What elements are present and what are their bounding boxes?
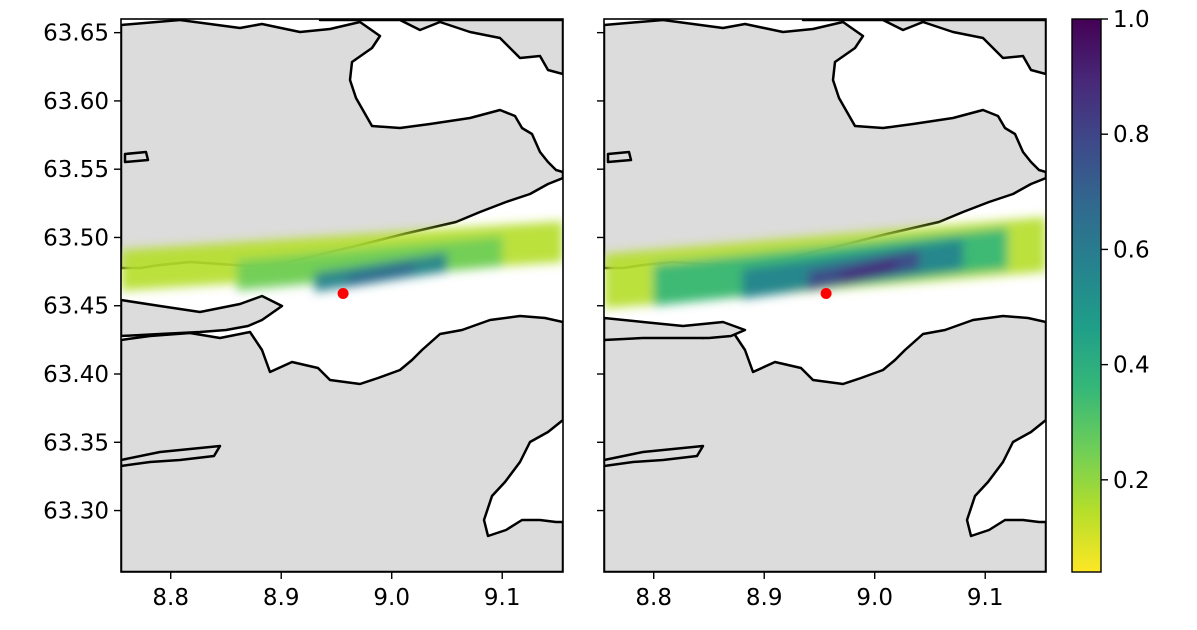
- right-south-peninsula: [604, 316, 747, 342]
- left-south-land: [121, 314, 563, 572]
- left-map-panel: 8.8 8.9 9.0 9.1 63.3063.3563.4063.4563.5063…: [43, 18, 564, 611]
- colorbar-tick-label: 0.6: [1113, 237, 1150, 263]
- x-tick-label: 9.0: [856, 585, 893, 611]
- right-plume-band: [841, 257, 897, 284]
- left-y-axis: 63.30 63.35 63.40 63.45 63.50 63.55 63.60 63.65: [43, 21, 121, 525]
- left-plume-band: [237, 236, 503, 291]
- left-x-axis: 8.8 8.9 9.0 9.1: [152, 572, 521, 611]
- x-tick-label: 8.8: [152, 585, 189, 611]
- left-north-land-upper: [318, 19, 563, 76]
- colorbar-tick-label: 1.0: [1113, 7, 1150, 33]
- x-tick-label: 9.0: [373, 585, 410, 611]
- left-small-island: [123, 150, 150, 164]
- x-tick-label: 8.9: [263, 585, 300, 611]
- left-plume: [121, 221, 563, 293]
- x-tick-label: 9.1: [967, 585, 1004, 611]
- colorbar-gradient: [1071, 18, 1102, 573]
- left-plume-band: [347, 262, 414, 287]
- x-tick-label: 8.8: [635, 585, 672, 611]
- y-tick-label: 63.40: [43, 362, 109, 388]
- y-tick-label: 63.65: [43, 21, 109, 47]
- left-south-peninsula: [121, 294, 284, 338]
- y-tick-label: 63.35: [43, 430, 109, 456]
- right-north-land-upper: [801, 19, 1046, 76]
- right-y-axis: [597, 31, 604, 512]
- right-land: [604, 19, 1046, 572]
- right-source-marker: [820, 287, 832, 299]
- colorbar-axis: 0.2 0.4 0.6 0.8 1.0: [1101, 7, 1150, 494]
- y-tick-label: 63.45: [43, 294, 109, 320]
- colorbar-tick-label: 0.4: [1113, 353, 1150, 379]
- x-tick-label: 8.9: [746, 585, 783, 611]
- y-tick-label: 63.60: [43, 89, 109, 115]
- right-south-land: [604, 314, 1046, 572]
- y-tick-label: 63.50: [43, 225, 109, 251]
- left-plot-frame: [120, 18, 564, 573]
- right-x-axis: 8.8 8.9 9.0 9.1: [635, 572, 1004, 611]
- colorbar-tick-label: 0.2: [1113, 468, 1150, 494]
- colorbar: 0.2 0.4 0.6 0.8 1.0: [1071, 7, 1150, 573]
- x-tick-label: 9.1: [484, 585, 521, 611]
- left-source-marker: [337, 287, 349, 299]
- colorbar-tick-label: 0.8: [1113, 122, 1150, 148]
- y-tick-label: 63.55: [43, 157, 109, 183]
- y-tick-label: 63.30: [43, 499, 109, 525]
- right-map-panel: 8.8 8.9 9.0 9.1: [597, 18, 1047, 611]
- right-plot-frame: [603, 18, 1047, 573]
- right-small-island: [606, 150, 633, 164]
- right-plume: [604, 216, 1046, 309]
